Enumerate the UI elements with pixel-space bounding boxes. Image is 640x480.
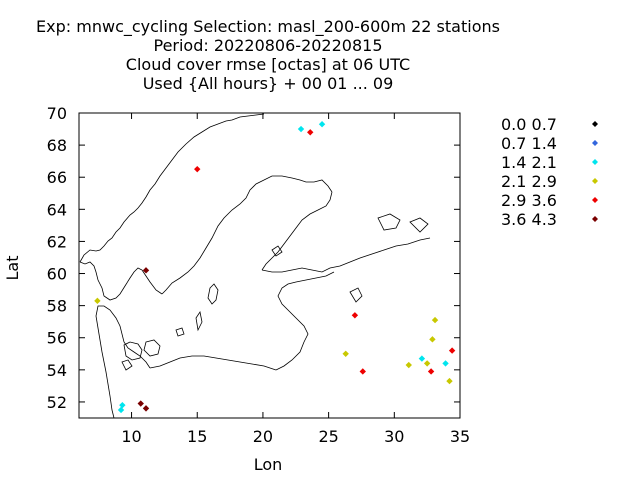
y-tick-label: 52 (47, 393, 67, 412)
x-tick-label: 20 (253, 427, 273, 446)
legend-marker (592, 140, 598, 146)
y-tick-label: 54 (47, 361, 67, 380)
station-point (194, 165, 201, 173)
station-point (448, 347, 456, 354)
y-tick-label: 64 (47, 200, 67, 219)
legend-label: 3.6 4.3 (501, 210, 557, 229)
legend-label: 0.7 1.4 (501, 134, 557, 153)
y-tick-label: 60 (47, 265, 67, 284)
legend: 0.0 0.70.7 1.41.4 2.12.1 2.92.9 3.63.6 4… (501, 115, 598, 229)
legend-label: 1.4 2.1 (501, 153, 557, 172)
y-tick-label: 66 (47, 168, 67, 187)
station-point (137, 400, 144, 407)
station-point (297, 125, 305, 133)
y-tick-label: 70 (47, 104, 67, 123)
station-point (359, 368, 366, 375)
data-points (94, 121, 456, 414)
legend-label: 2.1 2.9 (501, 172, 557, 191)
station-point (351, 312, 359, 319)
station-point (418, 355, 426, 362)
y-tick-label: 62 (47, 232, 67, 251)
legend-marker (592, 197, 598, 203)
station-point (307, 129, 314, 136)
station-point (119, 401, 126, 409)
station-point (117, 406, 125, 414)
station-point (94, 297, 101, 305)
chart-title-line2: Period: 20220806-20220815 (153, 36, 382, 55)
x-axis-label: Lon (254, 455, 283, 474)
y-tick-label: 58 (47, 297, 67, 316)
x-tick-label: 25 (318, 427, 338, 446)
station-point (342, 350, 349, 357)
y-tick-label: 56 (47, 329, 67, 348)
station-point (142, 267, 150, 274)
legend-label: 0.0 0.7 (501, 115, 557, 134)
legend-marker (592, 216, 598, 222)
chart-title-line4: Used {All hours} + 00 01 ... 09 (143, 74, 394, 93)
y-axis-label: Lat (3, 256, 22, 281)
station-point (446, 377, 453, 385)
legend-marker (592, 121, 598, 127)
legend-marker (592, 178, 598, 184)
plot-frame (78, 112, 461, 419)
station-point (429, 336, 436, 343)
station-point (318, 121, 326, 128)
legend-label: 2.9 3.6 (501, 191, 557, 210)
station-point (142, 405, 150, 412)
x-tick-label: 35 (450, 427, 470, 446)
x-tick-label: 15 (187, 427, 207, 446)
axis-ticks: 10 15 20 25 30 35 52 54 56 58 60 62 64 66 68 70 (47, 104, 471, 446)
station-point (423, 360, 431, 367)
x-tick-label: 10 (121, 427, 141, 446)
station-point (427, 368, 435, 375)
legend-marker (592, 159, 598, 165)
chart-title-line3: Cloud cover rmse [octas] at 06 UTC (126, 55, 410, 74)
y-tick-label: 68 (47, 136, 67, 155)
station-point (405, 361, 412, 369)
chart-title-line1: Exp: mnwc_cycling Selection: masl_200-60… (36, 17, 500, 37)
x-tick-label: 30 (384, 427, 404, 446)
coastline-map (79, 113, 431, 418)
station-point (442, 360, 449, 367)
station-point (431, 316, 439, 324)
